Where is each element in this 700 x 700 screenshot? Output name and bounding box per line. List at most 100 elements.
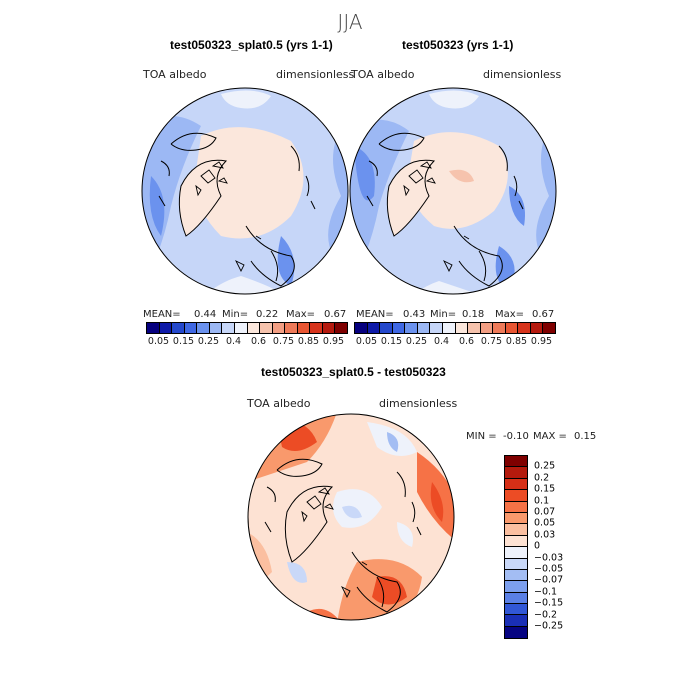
colorbar-swatch bbox=[493, 323, 506, 333]
colorbar-swatch bbox=[297, 323, 311, 333]
diff-colorbar-swatch bbox=[505, 512, 527, 525]
diff-colorbar-swatch bbox=[505, 467, 527, 479]
colorbar-tick-label: 0.25 bbox=[405, 336, 428, 347]
colorbar-swatch bbox=[530, 323, 544, 333]
colorbar-swatch bbox=[505, 323, 519, 333]
colorbar-swatch bbox=[380, 323, 393, 333]
colorbar-tick-label: 0.6 bbox=[250, 336, 267, 347]
diff-colorbar-label: −0.2 bbox=[534, 609, 558, 621]
panel2-min-value: 0.18 bbox=[462, 309, 485, 320]
colorbar-swatch bbox=[543, 323, 555, 333]
colorbar-swatch bbox=[310, 323, 323, 333]
colorbar-swatch bbox=[442, 323, 456, 333]
diff-colorbar-swatch bbox=[505, 558, 527, 570]
diff-min-value: -0.10 bbox=[503, 431, 529, 442]
panel1-max-value: 0.67 bbox=[324, 309, 347, 320]
panel1-min-value: 0.22 bbox=[256, 309, 279, 320]
panel1-colorbar-ticks: 0.05 0.15 0.25 0.4 0.6 0.75 0.85 0.95 bbox=[146, 336, 348, 348]
panel2-units-label: dimensionless bbox=[483, 68, 562, 81]
colorbar-swatch bbox=[518, 323, 531, 333]
panel1-variable-label: TOA albedo bbox=[143, 68, 207, 81]
diff-colorbar-label: 0.07 bbox=[534, 506, 556, 518]
colorbar-tick-label: 0.75 bbox=[480, 336, 503, 347]
diff-min-label: MIN = bbox=[466, 431, 497, 442]
colorbar-swatch bbox=[417, 323, 431, 333]
diff-units-label: dimensionless bbox=[379, 397, 458, 410]
panel1-title: test050323_splat0.5 (yrs 1-1) bbox=[170, 38, 333, 52]
diff-colorbar-swatch bbox=[505, 547, 527, 559]
panel1-colorbar bbox=[146, 322, 348, 334]
colorbar-swatch bbox=[272, 323, 286, 333]
diff-colorbar-labels: 0.25 0.2 0.15 0.1 0.07 0.05 0.03 0 −0.03 −0.05 −0.… bbox=[534, 455, 594, 639]
diff-colorbar-label: 0.03 bbox=[534, 529, 556, 541]
diff-colorbar-swatch bbox=[505, 490, 527, 502]
colorbar-swatch bbox=[285, 323, 298, 333]
diff-colorbar-label: 0.1 bbox=[534, 495, 550, 507]
colorbar-tick-label: 0.05 bbox=[355, 336, 378, 347]
diff-polar-map bbox=[247, 413, 455, 621]
diff-colorbar-swatch bbox=[505, 569, 527, 582]
colorbar-swatch bbox=[455, 323, 469, 333]
diff-colorbar-label: −0.1 bbox=[534, 586, 558, 598]
panel1-polar-map bbox=[141, 87, 349, 295]
panel2-min-label: Min= bbox=[430, 309, 457, 320]
colorbar-swatch bbox=[234, 323, 248, 333]
colorbar-tick-label: 0.85 bbox=[505, 336, 528, 347]
season-title: JJA bbox=[337, 10, 363, 34]
colorbar-tick-label: 0.95 bbox=[530, 336, 553, 347]
diff-colorbar-label: −0.25 bbox=[534, 620, 564, 632]
colorbar-tick-label: 0.85 bbox=[297, 336, 320, 347]
colorbar-swatch bbox=[260, 323, 273, 333]
colorbar-tick-label: 0.15 bbox=[380, 336, 403, 347]
panel1-units-label: dimensionless bbox=[276, 68, 355, 81]
colorbar-tick-label: 0.4 bbox=[433, 336, 450, 347]
colorbar-swatch bbox=[392, 323, 406, 333]
diff-colorbar-label: −0.03 bbox=[534, 552, 564, 564]
colorbar-swatch bbox=[222, 323, 235, 333]
colorbar-swatch bbox=[355, 323, 368, 333]
panel2-max-value: 0.67 bbox=[532, 309, 555, 320]
diff-colorbar-swatch bbox=[505, 456, 527, 468]
diff-colorbar-label: 0.25 bbox=[534, 460, 556, 472]
diff-colorbar-label: −0.15 bbox=[534, 597, 564, 609]
colorbar-tick-label: 0.75 bbox=[272, 336, 295, 347]
colorbar-swatch bbox=[147, 323, 160, 333]
diff-title: test050323_splat0.5 - test050323 bbox=[261, 365, 446, 379]
diff-colorbar-label: 0.05 bbox=[534, 517, 556, 529]
panel1-mean-label: MEAN= bbox=[143, 309, 181, 320]
panel1-mean-value: 0.44 bbox=[194, 309, 217, 320]
diff-colorbar bbox=[504, 455, 528, 640]
diff-colorbar-label: 0 bbox=[534, 540, 541, 552]
colorbar-swatch bbox=[209, 323, 223, 333]
diff-colorbar-swatch bbox=[505, 626, 527, 639]
colorbar-swatch bbox=[480, 323, 494, 333]
colorbar-tick-label: 0.05 bbox=[147, 336, 170, 347]
diff-colorbar-swatch bbox=[505, 581, 527, 593]
colorbar-swatch bbox=[322, 323, 336, 333]
diff-colorbar-label: 0.15 bbox=[534, 483, 556, 495]
panel2-colorbar bbox=[354, 322, 556, 334]
diff-colorbar-swatch bbox=[505, 478, 527, 491]
panel2-mean-label: MEAN= bbox=[356, 309, 394, 320]
diff-colorbar-label: −0.05 bbox=[534, 563, 564, 575]
diff-variable-label: TOA albedo bbox=[247, 397, 311, 410]
panel2-variable-label: TOA albedo bbox=[351, 68, 415, 81]
panel2-title: test050323 (yrs 1-1) bbox=[402, 38, 514, 52]
panel1-min-label: Min= bbox=[222, 309, 249, 320]
colorbar-swatch bbox=[197, 323, 210, 333]
diff-colorbar-swatch bbox=[505, 535, 527, 548]
panel2-max-label: Max= bbox=[495, 309, 525, 320]
colorbar-tick-label: 0.95 bbox=[322, 336, 345, 347]
diff-colorbar-swatch bbox=[505, 592, 527, 605]
colorbar-swatch bbox=[172, 323, 185, 333]
colorbar-swatch bbox=[367, 323, 381, 333]
colorbar-swatch bbox=[184, 323, 198, 333]
diff-colorbar-swatch bbox=[505, 615, 527, 627]
colorbar-swatch bbox=[159, 323, 173, 333]
panel2-mean-value: 0.43 bbox=[403, 309, 426, 320]
panel2-polar-map bbox=[349, 87, 557, 295]
colorbar-tick-label: 0.4 bbox=[225, 336, 242, 347]
colorbar-swatch bbox=[247, 323, 261, 333]
diff-colorbar-swatch bbox=[505, 501, 527, 513]
panel1-max-label: Max= bbox=[286, 309, 316, 320]
